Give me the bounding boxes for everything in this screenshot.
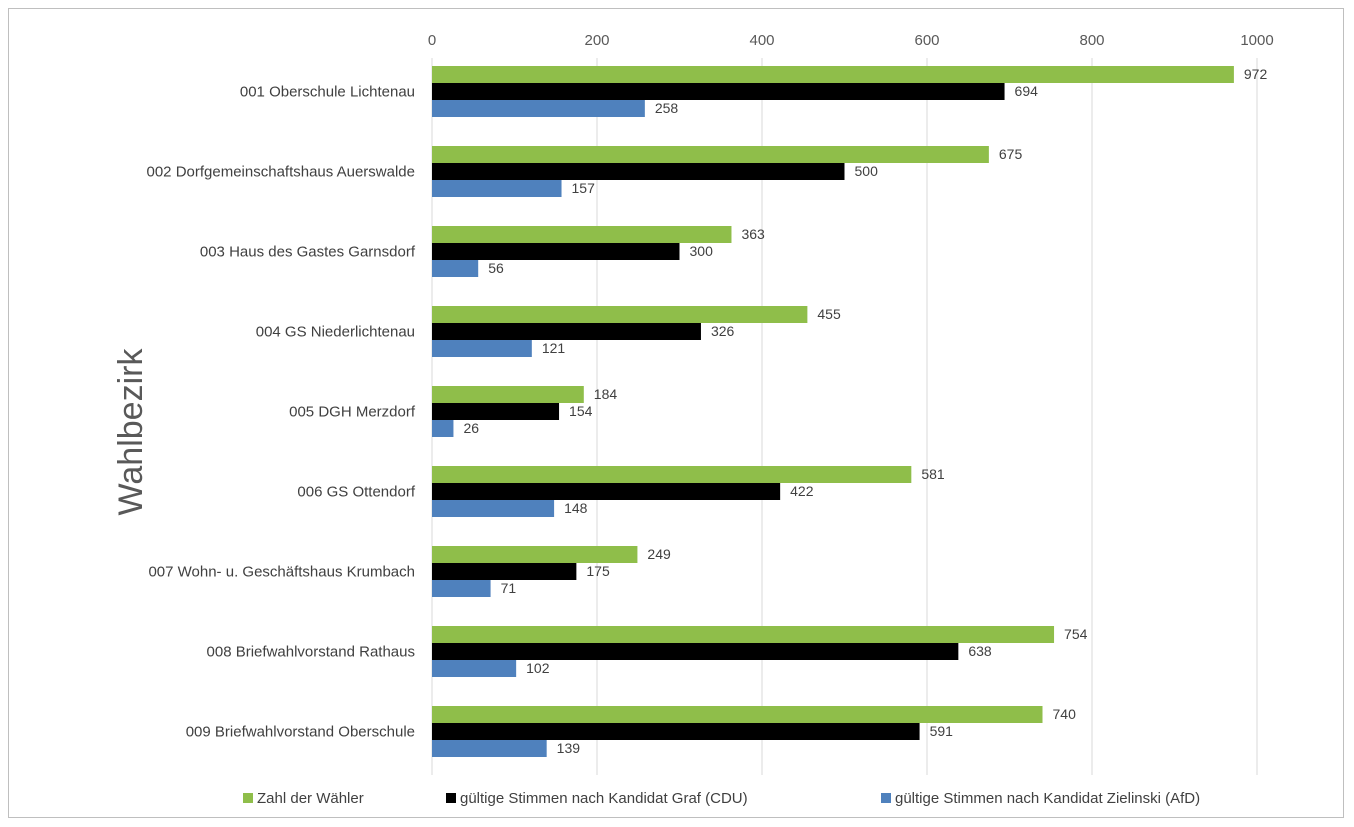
category-label: 007 Wohn- u. Geschäftshaus Krumbach: [148, 564, 415, 581]
category-label: 003 Haus des Gastes Garnsdorf: [200, 244, 416, 261]
bar: [432, 243, 680, 260]
category-label: 009 Briefwahlvorstand Oberschule: [186, 724, 415, 741]
category-label: 002 Dorfgemeinschaftshaus Auerswalde: [147, 164, 416, 181]
data-label: 638: [968, 643, 992, 659]
bar: [432, 740, 547, 757]
bar: [432, 340, 532, 357]
data-label: 56: [488, 260, 504, 276]
data-label: 157: [572, 180, 596, 196]
bar: [432, 626, 1055, 643]
data-label: 121: [542, 340, 566, 356]
bar: [432, 386, 584, 403]
legend-entry: gültige Stimmen nach Kandidat Zielinski …: [895, 790, 1200, 807]
x-tick-label: 1000: [1240, 32, 1273, 49]
category-label: 008 Briefwahlvorstand Rathaus: [207, 644, 415, 661]
bar: [432, 323, 701, 340]
data-label: 71: [501, 580, 517, 596]
data-label: 581: [921, 466, 945, 482]
legend-swatch: [243, 793, 253, 803]
category-label: 001 Oberschule Lichtenau: [240, 84, 415, 101]
data-label: 175: [586, 563, 610, 579]
bar: [432, 66, 1234, 83]
bar: [432, 100, 645, 117]
category-label: 006 GS Ottendorf: [297, 484, 415, 501]
data-label: 422: [790, 483, 814, 499]
data-label: 972: [1244, 66, 1268, 82]
bar: [432, 723, 920, 740]
data-label: 26: [463, 420, 479, 436]
bar: [432, 466, 912, 483]
bars: 972 694 258 675 500 157 363 300 56 455 326 121 18415…: [432, 66, 1267, 757]
data-label: 139: [557, 740, 581, 756]
data-label: 740: [1053, 706, 1077, 722]
x-tick-label: 200: [584, 32, 609, 49]
bar: [432, 260, 479, 277]
x-tick-label: 800: [1079, 32, 1104, 49]
bar: [432, 83, 1005, 100]
bar: [432, 500, 555, 517]
bar: [432, 546, 638, 563]
bar: [432, 563, 577, 580]
chart-frame: [8, 8, 1344, 818]
data-label: 258: [655, 100, 679, 116]
bar: [432, 306, 808, 323]
bar: [432, 403, 560, 420]
data-label: 754: [1064, 626, 1088, 642]
data-label: 675: [999, 146, 1023, 162]
data-label: 694: [1015, 83, 1039, 99]
legend-entry: gültige Stimmen nach Kandidat Graf (CDU): [460, 790, 748, 807]
data-label: 591: [930, 723, 954, 739]
bar: [432, 580, 491, 597]
bar: [432, 643, 959, 660]
legend-swatch: [881, 793, 891, 803]
data-label: 148: [564, 500, 588, 516]
bar: [432, 226, 732, 243]
bar: [432, 706, 1043, 723]
bar: [432, 660, 517, 677]
data-label: 500: [855, 163, 879, 179]
legend: Zahl der Wähler gültige Stimmen nach Kand…: [243, 790, 1200, 807]
data-label: 184: [594, 386, 618, 402]
x-tick-label: 600: [914, 32, 939, 49]
bar: [432, 483, 781, 500]
legend-entry: Zahl der Wähler: [257, 790, 364, 807]
category-labels: 001 Oberschule Lichtenau 002 Dorfgemeinsc…: [147, 84, 416, 741]
data-label: 455: [817, 306, 841, 322]
x-axis-ticks: 0 200 400 600 800 1000: [428, 32, 1274, 49]
category-label: 005 DGH Merzdorf: [289, 404, 416, 421]
x-tick-label: 400: [749, 32, 774, 49]
data-label: 300: [690, 243, 714, 259]
category-label: 004 GS Niederlichtenau: [256, 324, 415, 341]
data-label: 102: [526, 660, 550, 676]
bar: [432, 146, 989, 163]
bar: [432, 420, 454, 437]
data-label: 363: [741, 226, 765, 242]
x-tick-label: 0: [428, 32, 436, 49]
legend-swatch: [446, 793, 456, 803]
bar: [432, 163, 845, 180]
y-axis-title: Wahlbezirk: [112, 348, 150, 516]
data-label: 154: [569, 403, 593, 419]
data-label: 249: [647, 546, 671, 562]
bar: [432, 180, 562, 197]
data-label: 326: [711, 323, 735, 339]
